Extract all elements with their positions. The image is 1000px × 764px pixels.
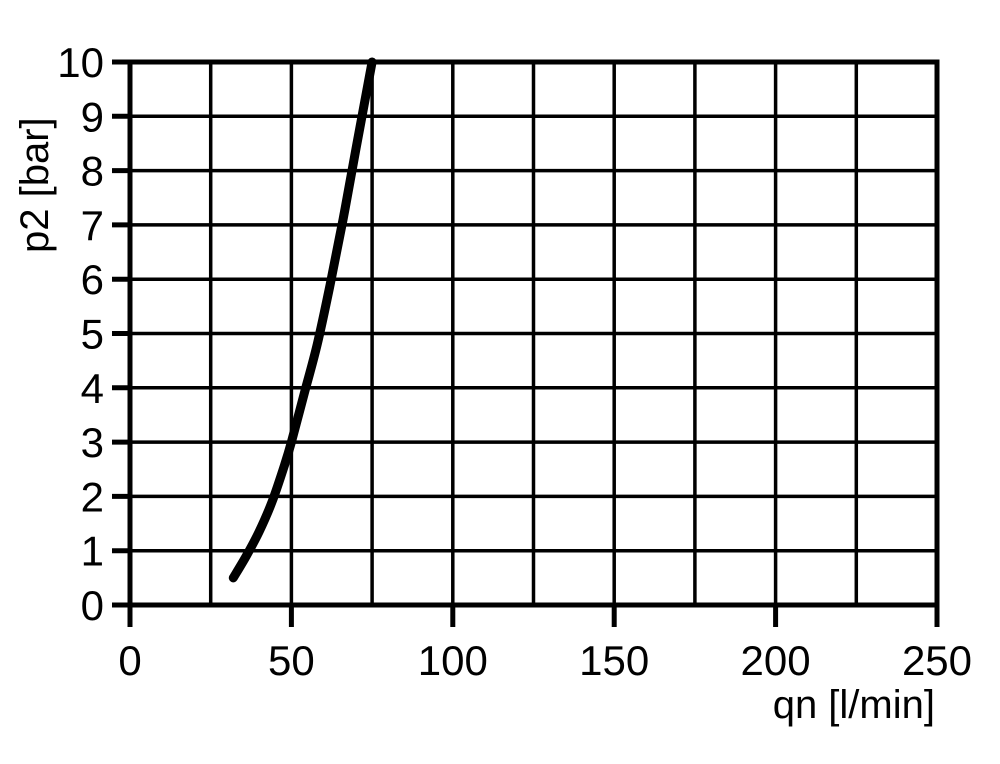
y-tick-label: 1	[81, 528, 104, 575]
series-line-flow-characteristic	[228, 57, 377, 583]
y-tick-label: 5	[81, 311, 104, 358]
y-tick-label: 4	[81, 365, 104, 412]
y-tick-label: 7	[81, 202, 104, 249]
x-tick-label: 250	[902, 637, 972, 684]
y-axis-tick-labels: 0 1 2 3 4 5 6 7 8 9 10	[57, 39, 104, 629]
x-axis-tick-labels: 0 50 100 150 200 250	[118, 637, 972, 684]
x-tick-label: 100	[418, 637, 488, 684]
x-axis-title: qn [l/min]	[773, 683, 935, 727]
y-tick-label: 2	[81, 473, 104, 520]
y-axis-title: p2 [bar]	[13, 117, 57, 253]
y-axis-ticks	[112, 59, 130, 608]
y-tick-label: 0	[81, 582, 104, 629]
data-series-curve	[228, 57, 377, 583]
y-tick-label: 6	[81, 256, 104, 303]
x-tick-label: 0	[118, 637, 141, 684]
y-tick-label: 10	[57, 39, 104, 86]
x-axis-ticks	[127, 605, 940, 627]
y-tick-label: 8	[81, 148, 104, 195]
y-tick-label: 9	[81, 93, 104, 140]
y-tick-label: 3	[81, 419, 104, 466]
x-tick-label: 150	[579, 637, 649, 684]
x-tick-label: 200	[741, 637, 811, 684]
x-tick-label: 50	[268, 637, 315, 684]
